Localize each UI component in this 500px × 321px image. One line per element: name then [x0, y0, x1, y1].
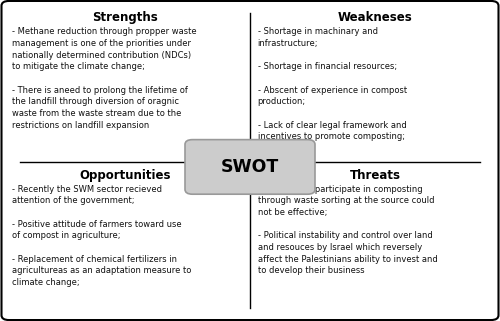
Text: Opportunities: Opportunities [79, 169, 171, 181]
Text: - Community participate in composting
through waste sorting at the source could
: - Community participate in composting th… [258, 185, 437, 275]
Text: - Shortage in machinary and
infrastructure;

- Shortage in financial resources;
: - Shortage in machinary and infrastructu… [258, 27, 406, 141]
Text: SWOT: SWOT [221, 158, 279, 176]
Text: Weakneses: Weakneses [338, 11, 412, 24]
Text: - Recently the SWM sector recieved
attention of the government;

- Positive atti: - Recently the SWM sector recieved atten… [12, 185, 192, 287]
Text: Threats: Threats [350, 169, 401, 181]
Text: Strengths: Strengths [92, 11, 158, 24]
Text: - Methane reduction through propper waste
management is one of the priorities un: - Methane reduction through propper wast… [12, 27, 197, 130]
FancyBboxPatch shape [185, 140, 315, 194]
